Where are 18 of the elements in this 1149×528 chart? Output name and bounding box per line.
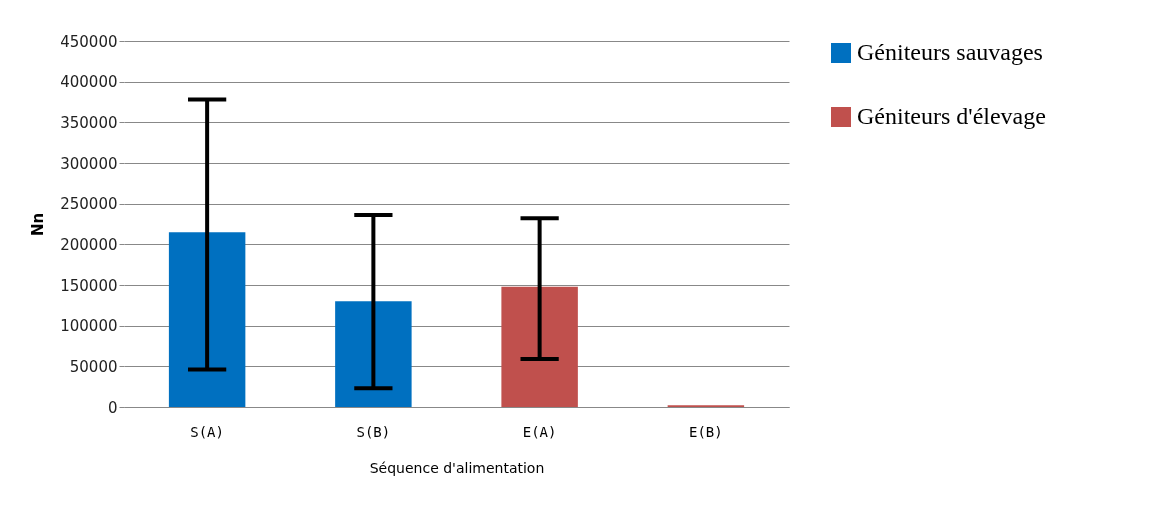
y-tick-label: 350000	[60, 113, 118, 132]
x-tick-label: E(B)	[689, 423, 723, 440]
y-tick-label: 300000	[60, 154, 118, 173]
y-tick-label: 250000	[60, 195, 118, 214]
legend-label: Géniteurs sauvages	[857, 39, 1043, 65]
y-tick-label: 150000	[60, 276, 118, 295]
x-tick-label: S(A)	[190, 423, 224, 440]
y-tick-label: 450000	[60, 32, 118, 51]
y-axis-title: Nn	[29, 212, 48, 237]
x-tick-label: S(B)	[356, 423, 391, 440]
y-tick-label: 400000	[60, 73, 118, 92]
y-tick-label: 100000	[60, 317, 118, 336]
y-tick-label: 0	[107, 398, 118, 417]
y-tick-label: 50000	[69, 357, 118, 376]
legend-label: Géniteurs d'élevage	[857, 103, 1046, 129]
y-tick-label: 200000	[60, 235, 118, 254]
x-tick-label: E(A)	[522, 423, 557, 440]
x-axis-title: Séquence d'alimentation	[369, 459, 545, 476]
